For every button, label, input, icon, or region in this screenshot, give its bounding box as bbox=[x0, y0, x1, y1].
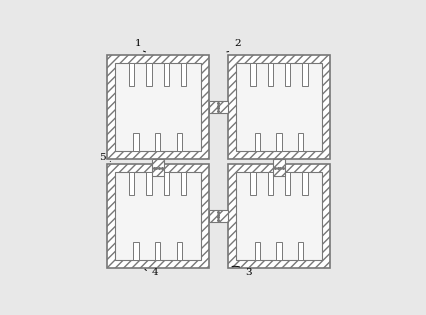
Bar bbox=[268, 63, 273, 86]
Text: 1: 1 bbox=[135, 39, 146, 52]
Text: 3: 3 bbox=[232, 266, 252, 277]
Bar bbox=[209, 210, 228, 222]
Bar bbox=[164, 172, 169, 195]
Bar bbox=[107, 164, 115, 268]
Bar bbox=[115, 172, 201, 261]
Bar bbox=[181, 63, 186, 86]
Bar bbox=[107, 164, 209, 268]
Bar bbox=[152, 159, 164, 176]
Bar bbox=[228, 164, 330, 268]
Bar bbox=[276, 133, 282, 151]
Bar bbox=[228, 261, 330, 268]
Bar bbox=[107, 55, 209, 63]
Bar bbox=[236, 172, 322, 261]
Text: 4: 4 bbox=[145, 268, 158, 277]
Bar bbox=[129, 63, 135, 86]
Bar bbox=[107, 55, 209, 159]
Bar bbox=[322, 164, 330, 268]
Bar bbox=[177, 242, 182, 261]
Bar bbox=[155, 133, 160, 151]
Bar bbox=[209, 101, 228, 113]
Bar bbox=[155, 242, 160, 261]
Bar bbox=[181, 172, 186, 195]
Bar bbox=[107, 164, 209, 268]
Bar bbox=[209, 101, 228, 113]
Bar bbox=[107, 261, 209, 268]
Bar bbox=[302, 172, 308, 195]
Bar bbox=[107, 164, 209, 172]
Bar bbox=[302, 63, 308, 86]
Bar bbox=[273, 159, 285, 176]
Bar bbox=[250, 172, 256, 195]
Bar bbox=[201, 164, 209, 268]
Bar bbox=[133, 133, 139, 151]
Bar bbox=[228, 55, 236, 159]
Bar bbox=[228, 164, 330, 268]
Bar bbox=[209, 210, 228, 222]
Bar bbox=[129, 172, 135, 195]
Bar bbox=[298, 133, 303, 151]
Bar bbox=[107, 55, 115, 159]
Bar bbox=[164, 63, 169, 86]
Bar bbox=[285, 63, 290, 86]
Text: 2: 2 bbox=[227, 39, 241, 52]
Bar bbox=[250, 63, 256, 86]
Bar bbox=[228, 55, 330, 63]
Bar bbox=[115, 63, 201, 151]
Bar bbox=[201, 55, 209, 159]
Bar bbox=[133, 242, 139, 261]
Bar bbox=[228, 164, 236, 268]
Bar bbox=[268, 172, 273, 195]
Bar bbox=[228, 55, 330, 159]
Bar bbox=[322, 55, 330, 159]
Bar bbox=[255, 133, 260, 151]
Bar bbox=[107, 55, 209, 159]
Bar bbox=[147, 63, 152, 86]
Bar bbox=[236, 63, 322, 151]
Text: 5: 5 bbox=[99, 153, 110, 162]
Bar bbox=[273, 159, 285, 176]
Bar bbox=[298, 242, 303, 261]
Bar bbox=[255, 242, 260, 261]
Bar bbox=[152, 159, 164, 176]
Bar bbox=[228, 164, 330, 172]
Bar bbox=[177, 133, 182, 151]
Bar bbox=[107, 151, 209, 159]
Bar bbox=[285, 172, 290, 195]
Bar bbox=[228, 55, 330, 159]
Bar bbox=[276, 242, 282, 261]
Bar bbox=[228, 151, 330, 159]
Bar bbox=[147, 172, 152, 195]
